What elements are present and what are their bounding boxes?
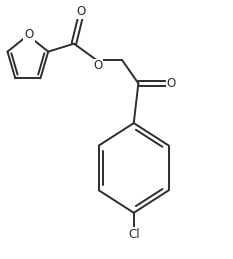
Text: Cl: Cl bbox=[128, 228, 140, 241]
Text: O: O bbox=[167, 77, 176, 90]
Text: O: O bbox=[24, 28, 34, 41]
Text: O: O bbox=[93, 60, 102, 73]
Text: O: O bbox=[77, 5, 86, 18]
